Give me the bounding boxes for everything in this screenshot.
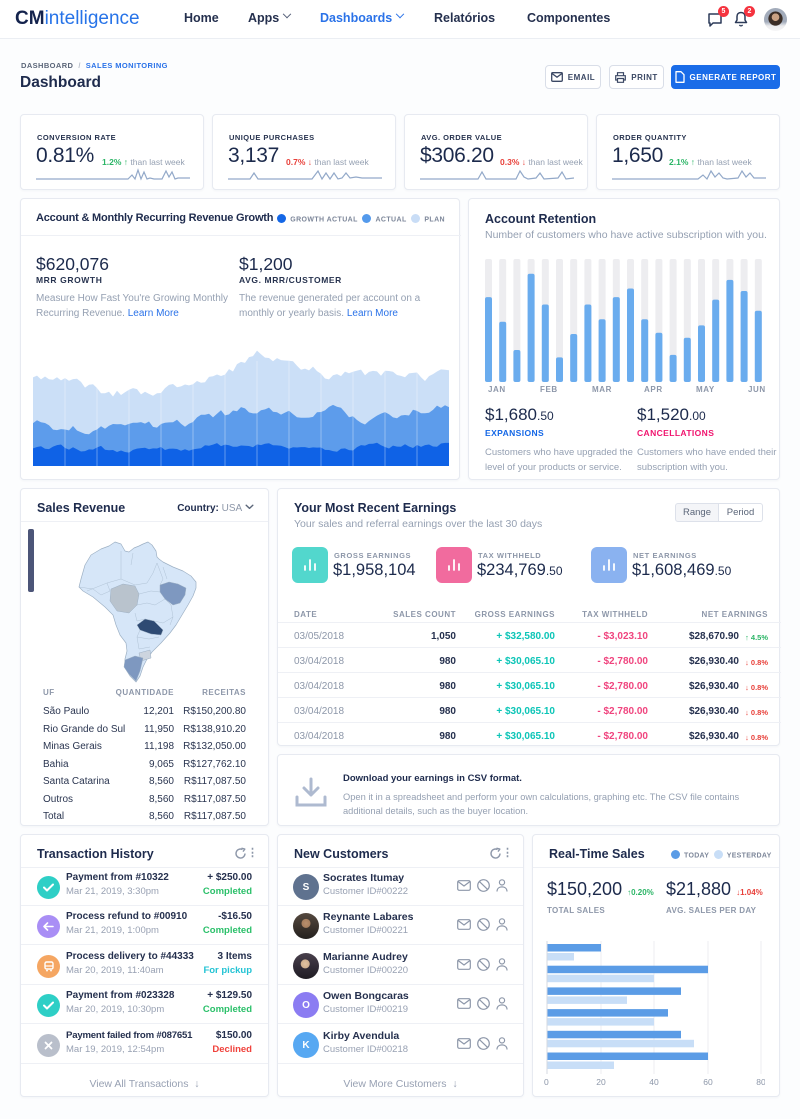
svg-text:40: 40 <box>649 1077 659 1087</box>
svg-text:80: 80 <box>756 1077 765 1087</box>
svg-text:0: 0 <box>544 1077 549 1087</box>
svg-text:20: 20 <box>596 1077 606 1087</box>
svg-text:60: 60 <box>703 1077 713 1087</box>
